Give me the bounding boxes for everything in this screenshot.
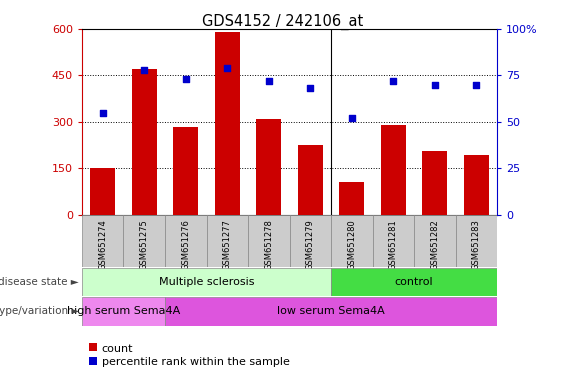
- Point: [306, 85, 315, 91]
- Bar: [373, 215, 414, 267]
- Bar: [331, 215, 373, 267]
- Text: GSM651279: GSM651279: [306, 219, 315, 270]
- Bar: [123, 215, 165, 267]
- Text: GSM651280: GSM651280: [347, 219, 357, 270]
- Bar: [340, 182, 364, 215]
- Bar: [173, 127, 198, 215]
- Bar: [89, 343, 97, 351]
- Text: GSM651281: GSM651281: [389, 219, 398, 270]
- Bar: [90, 168, 115, 215]
- Bar: [289, 215, 331, 267]
- Bar: [82, 268, 331, 296]
- Bar: [82, 297, 165, 326]
- Bar: [414, 215, 455, 267]
- Point: [472, 81, 481, 88]
- Bar: [298, 145, 323, 215]
- Text: high serum Sema4A: high serum Sema4A: [67, 306, 180, 316]
- Point: [140, 67, 149, 73]
- Text: GDS4152 / 242106_at: GDS4152 / 242106_at: [202, 13, 363, 30]
- Text: GSM651276: GSM651276: [181, 219, 190, 270]
- Bar: [331, 268, 497, 296]
- Text: count: count: [102, 344, 133, 354]
- Text: disease state ►: disease state ►: [0, 277, 79, 287]
- Text: low serum Sema4A: low serum Sema4A: [277, 306, 385, 316]
- Bar: [89, 357, 97, 365]
- Bar: [82, 215, 123, 267]
- Bar: [165, 297, 497, 326]
- Text: GSM651274: GSM651274: [98, 219, 107, 270]
- Text: genotype/variation ►: genotype/variation ►: [0, 306, 79, 316]
- Point: [98, 109, 107, 116]
- Point: [264, 78, 273, 84]
- Bar: [248, 215, 289, 267]
- Bar: [464, 154, 489, 215]
- Point: [181, 76, 190, 82]
- Text: GSM651283: GSM651283: [472, 219, 481, 270]
- Bar: [257, 119, 281, 215]
- Text: GSM651278: GSM651278: [264, 219, 273, 270]
- Point: [431, 81, 440, 88]
- Bar: [165, 215, 207, 267]
- Text: control: control: [395, 277, 433, 287]
- Text: Multiple sclerosis: Multiple sclerosis: [159, 277, 254, 287]
- Text: GSM651282: GSM651282: [431, 219, 440, 270]
- Bar: [215, 32, 240, 215]
- Point: [389, 78, 398, 84]
- Point: [347, 115, 357, 121]
- Text: percentile rank within the sample: percentile rank within the sample: [102, 357, 290, 367]
- Bar: [423, 151, 447, 215]
- Bar: [132, 69, 157, 215]
- Bar: [455, 215, 497, 267]
- Bar: [381, 125, 406, 215]
- Text: GSM651275: GSM651275: [140, 219, 149, 270]
- Text: GSM651277: GSM651277: [223, 219, 232, 270]
- Point: [223, 65, 232, 71]
- Bar: [207, 215, 248, 267]
